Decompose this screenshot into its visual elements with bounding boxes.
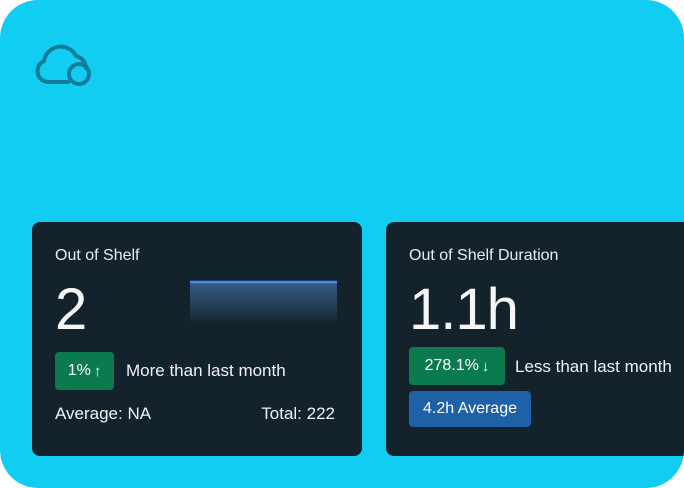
average-badge: 4.2h Average: [409, 391, 531, 427]
change-percent: 1%: [67, 362, 91, 379]
metric-value: 1.1h: [409, 277, 519, 342]
card-title: Out of Shelf: [55, 247, 140, 264]
metric-value: 2: [55, 277, 87, 342]
sparkline-chart: [190, 280, 337, 326]
cloud-icon: [35, 44, 91, 86]
out-of-shelf-card[interactable]: Out of Shelf 2 1% ↑ More than last month…: [32, 222, 362, 456]
change-percent: 278.1%: [424, 357, 479, 374]
change-badge: 278.1% ↓: [409, 347, 505, 385]
card-title: Out of Shelf Duration: [409, 247, 559, 264]
arrow-down-icon: ↓: [481, 357, 490, 375]
comparison-text: More than last month: [126, 361, 286, 380]
average-text: Average: NA: [55, 404, 152, 423]
sparkline-area: [190, 282, 337, 326]
arrow-up-icon: ↑: [93, 362, 102, 380]
change-badge: 1% ↑: [55, 352, 114, 390]
out-of-shelf-duration-card[interactable]: Out of Shelf Duration 1.1h 278.1% ↓ Less…: [386, 222, 684, 456]
comparison-text: Less than last month: [515, 357, 672, 376]
total-text: Total: 222: [261, 404, 335, 423]
